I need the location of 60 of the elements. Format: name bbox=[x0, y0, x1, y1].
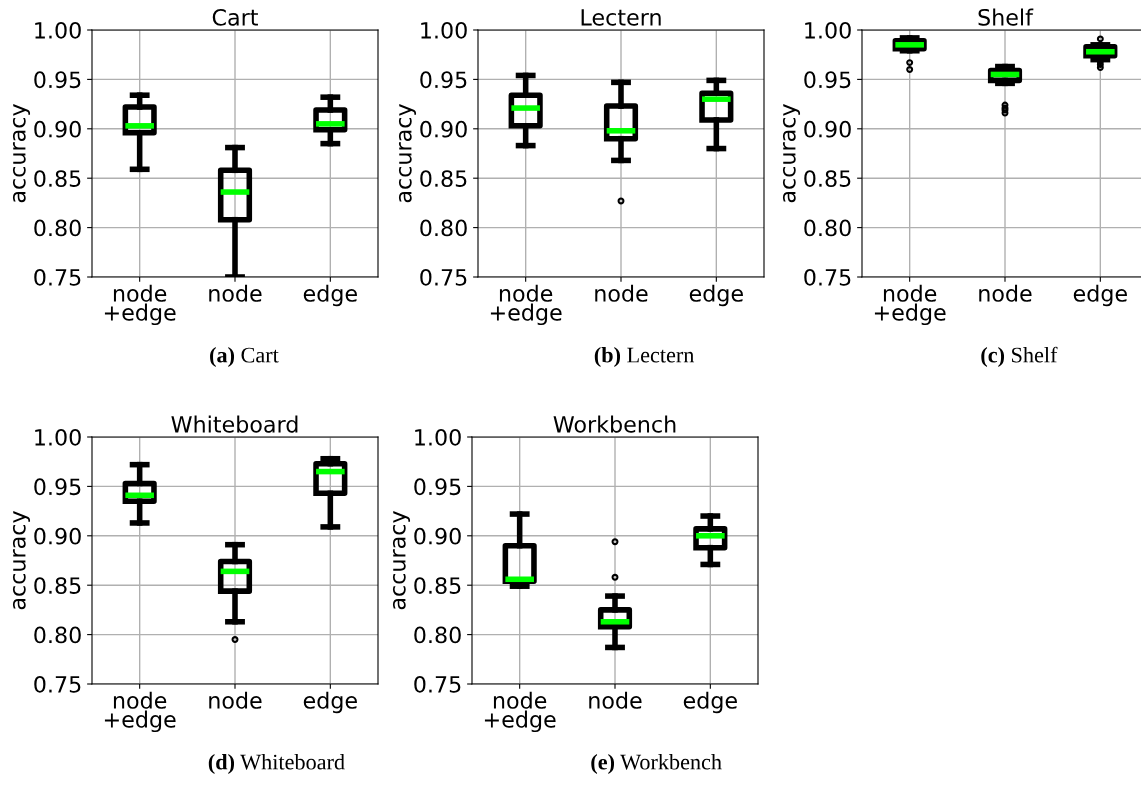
text: (d) Whiteboard bbox=[208, 753, 345, 775]
y-axis-title: accuracy bbox=[12, 104, 31, 203]
y-tick-label: 0.95 bbox=[420, 71, 467, 89]
y-tick-label: 0.85 bbox=[804, 170, 851, 187]
x-tick-label: node +edge bbox=[874, 284, 946, 326]
y-tick-label: 1.00 bbox=[421, 21, 467, 39]
y-tick-label: 0.75 bbox=[414, 675, 461, 693]
chart-title: Cart bbox=[212, 8, 258, 26]
x-tick-label: edge bbox=[303, 284, 357, 307]
chart-title: Workbench bbox=[553, 415, 676, 433]
y-tick-label: 0.95 bbox=[804, 71, 851, 89]
y-tick-label: 0.95 bbox=[34, 71, 81, 89]
y-tick-label: 1.00 bbox=[35, 21, 81, 39]
y-axis-title: accuracy bbox=[782, 104, 801, 203]
y-tick-label: 0.80 bbox=[414, 626, 461, 644]
y-tick-label: 0.80 bbox=[34, 219, 81, 237]
y-tick-label: 0.90 bbox=[34, 527, 81, 545]
x-tick-label: node +edge bbox=[104, 691, 176, 733]
x-tick-label: edge bbox=[303, 691, 357, 714]
chart-title: Lectern bbox=[581, 9, 661, 26]
text: (b) Lectern bbox=[594, 346, 695, 368]
chart-title: Whiteboard bbox=[171, 415, 298, 433]
x-tick-label: node bbox=[209, 691, 262, 709]
y-tick-label: 0.85 bbox=[414, 577, 461, 594]
x-tick-label: node bbox=[209, 284, 262, 302]
x-tick-label: node +edge bbox=[484, 691, 556, 733]
y-tick-label: 0.80 bbox=[804, 219, 851, 237]
text: (a) Cart bbox=[210, 346, 279, 368]
y-tick-label: 0.95 bbox=[414, 478, 461, 496]
text: (e) Workbench bbox=[591, 753, 722, 775]
x-tick-label: node bbox=[979, 284, 1032, 302]
y-tick-label: 0.90 bbox=[414, 527, 461, 545]
y-axis-title: accuracy bbox=[398, 104, 417, 203]
x-tick-label: edge bbox=[689, 284, 743, 307]
y-axis-title: accuracy bbox=[392, 511, 411, 610]
y-tick-label: 0.85 bbox=[420, 170, 467, 187]
y-tick-label: 0.95 bbox=[34, 478, 81, 496]
x-tick-label: node bbox=[589, 691, 642, 709]
y-tick-label: 0.90 bbox=[420, 120, 467, 138]
chart-title: Shelf bbox=[978, 8, 1034, 26]
y-tick-label: 0.90 bbox=[804, 120, 851, 138]
y-tick-label: 1.00 bbox=[35, 428, 81, 446]
text: (c) Shelf bbox=[981, 346, 1058, 368]
y-axis-title: accuracy bbox=[12, 511, 31, 610]
y-tick-label: 0.80 bbox=[34, 626, 81, 644]
y-tick-label: 0.75 bbox=[804, 268, 851, 286]
y-tick-label: 0.80 bbox=[420, 219, 467, 237]
y-tick-label: 1.00 bbox=[415, 428, 461, 446]
y-tick-label: 0.75 bbox=[34, 675, 81, 693]
x-tick-label: edge bbox=[683, 691, 737, 714]
y-tick-label: 0.90 bbox=[34, 120, 81, 138]
y-tick-label: 1.00 bbox=[805, 21, 851, 39]
x-tick-label: node +edge bbox=[104, 284, 176, 326]
x-tick-label: edge bbox=[1073, 284, 1127, 307]
x-tick-label: node +edge bbox=[490, 284, 562, 326]
y-tick-label: 0.85 bbox=[34, 170, 81, 187]
y-tick-label: 0.85 bbox=[34, 577, 81, 594]
x-tick-label: node bbox=[595, 284, 648, 302]
y-tick-label: 0.75 bbox=[420, 268, 467, 286]
y-tick-label: 0.75 bbox=[34, 268, 81, 286]
